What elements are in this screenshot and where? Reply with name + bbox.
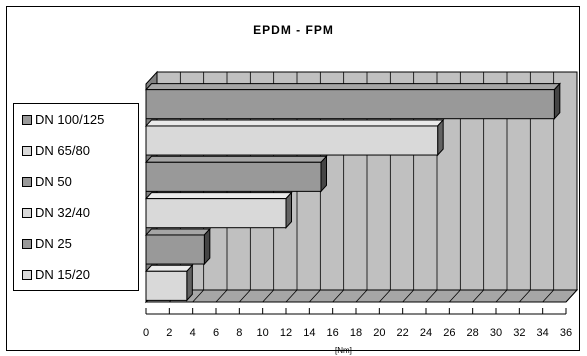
x-tick-label: 10 bbox=[257, 327, 269, 339]
bar-end-face bbox=[186, 264, 193, 302]
legend-swatch bbox=[22, 176, 32, 187]
floor-gridline bbox=[215, 289, 228, 303]
x-tick-label: 16 bbox=[327, 327, 339, 339]
legend-item: DN 25 bbox=[22, 236, 72, 252]
bar bbox=[144, 264, 194, 302]
x-tick-label: 20 bbox=[373, 327, 385, 339]
floor-gridline bbox=[495, 289, 508, 303]
floor-gridline bbox=[449, 289, 461, 303]
bar-front-face bbox=[145, 89, 555, 120]
bar-end-face bbox=[203, 227, 211, 266]
legend-label: DN 50 bbox=[35, 174, 72, 189]
bar-front-face bbox=[145, 234, 205, 265]
bar-end-face bbox=[553, 82, 561, 120]
bar bbox=[144, 191, 293, 229]
bar-top-face bbox=[144, 83, 561, 91]
legend-item: DN 15/20 bbox=[22, 267, 90, 283]
legend-item: DN 50 bbox=[22, 174, 72, 190]
floor-gridline bbox=[425, 289, 438, 303]
x-tick-label: 6 bbox=[213, 327, 219, 339]
floor-gridline bbox=[262, 289, 274, 303]
bar-top-face bbox=[144, 192, 293, 200]
x-tick-label: 22 bbox=[397, 327, 409, 339]
chart-title: EPDM - FPM bbox=[253, 23, 334, 37]
x-tick-label: 30 bbox=[490, 327, 502, 339]
legend-label: DN 15/20 bbox=[35, 267, 90, 282]
bar-front-face bbox=[145, 270, 188, 301]
x-tick-label: 26 bbox=[443, 327, 455, 339]
bar bbox=[144, 118, 445, 157]
x-tick-label: 24 bbox=[420, 327, 432, 339]
x-tick-label: 0 bbox=[143, 327, 149, 339]
legend-label: DN 25 bbox=[35, 236, 72, 251]
legend-swatch bbox=[22, 238, 32, 249]
floor-gridline bbox=[332, 289, 344, 303]
bar-front-face bbox=[145, 198, 287, 229]
bar-end-face bbox=[437, 118, 444, 157]
bar bbox=[144, 155, 328, 193]
legend-swatch bbox=[22, 269, 32, 280]
x-tick-label: 4 bbox=[190, 327, 196, 339]
x-tick-label: 34 bbox=[537, 327, 549, 339]
x-tick-label: 36 bbox=[560, 327, 572, 339]
x-tick-label: 2 bbox=[166, 327, 172, 339]
legend-label: DN 32/40 bbox=[35, 205, 90, 220]
x-tick-label: 14 bbox=[303, 327, 315, 339]
floor-gridline bbox=[402, 289, 414, 303]
bar-top-face bbox=[144, 155, 328, 163]
bar-end-face bbox=[285, 191, 292, 229]
legend-item: DN 100/125 bbox=[22, 112, 104, 128]
bar bbox=[144, 227, 211, 266]
legend: DN 100/125 DN 65/80 DN 50 DN 32/40 DN 25 DN 1… bbox=[13, 103, 139, 291]
bar-top-face bbox=[144, 119, 445, 127]
bar-top-face bbox=[144, 228, 211, 236]
legend-item: DN 65/80 bbox=[22, 143, 90, 159]
legend-swatch bbox=[22, 145, 32, 156]
floor-gridline bbox=[519, 289, 531, 303]
bar-front-face bbox=[145, 125, 439, 156]
bar-end-face bbox=[320, 155, 327, 193]
legend-item: DN 32/40 bbox=[22, 205, 90, 221]
floor-gridline bbox=[285, 289, 298, 303]
bar bbox=[144, 82, 561, 120]
x-tick-label: 18 bbox=[350, 327, 362, 339]
legend-swatch bbox=[22, 207, 32, 218]
floor-gridline bbox=[542, 289, 554, 303]
floor-gridline bbox=[472, 289, 484, 303]
floor-gridline bbox=[355, 289, 368, 303]
x-tick-label: 12 bbox=[280, 327, 292, 339]
bar-top-face bbox=[144, 264, 194, 272]
x-axis-label: [Nm] bbox=[335, 346, 352, 355]
legend-label: DN 100/125 bbox=[35, 112, 105, 127]
floor-gridline bbox=[565, 289, 578, 303]
floor-gridline bbox=[239, 289, 251, 303]
legend-label: DN 65/80 bbox=[35, 143, 90, 158]
bar-front-face bbox=[145, 161, 322, 192]
legend-swatch bbox=[22, 114, 32, 125]
x-tick-label: 28 bbox=[467, 327, 479, 339]
floor-gridline bbox=[192, 289, 204, 303]
floor-gridline bbox=[379, 289, 391, 303]
floor-gridline bbox=[309, 289, 321, 303]
x-tick-label: 8 bbox=[236, 327, 242, 339]
x-tick-label: 32 bbox=[513, 327, 525, 339]
